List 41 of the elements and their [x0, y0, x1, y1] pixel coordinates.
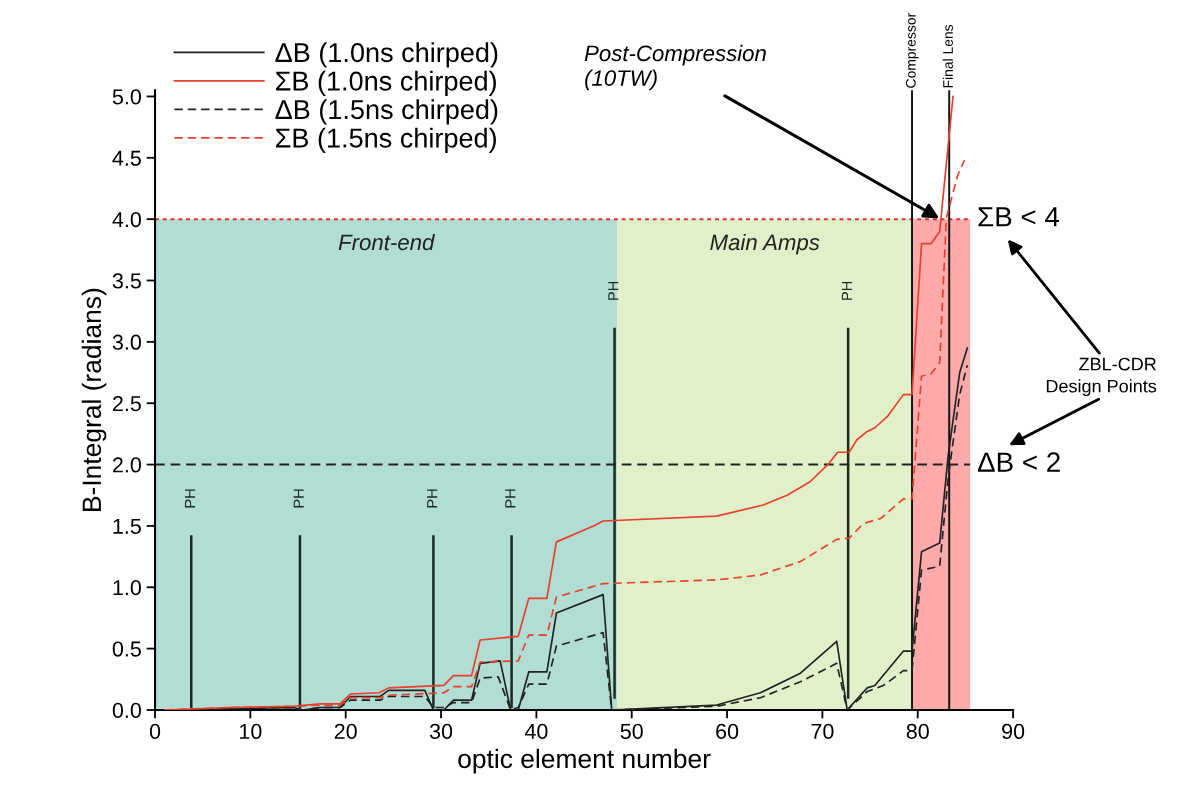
ref-line-label: ΣB < 4 [978, 207, 1060, 227]
band-label: Main Amps [710, 233, 820, 255]
ref-line-label: PH [184, 489, 196, 508]
legend-label: ΔB (1.0ns chirped) [275, 42, 498, 68]
x-tick-label: 30 [429, 723, 453, 739]
y-tick-label: 1.5 [113, 518, 141, 534]
x-tick-label: 10 [240, 723, 262, 739]
y-tick-label: 2.5 [112, 395, 141, 412]
x-tick-label: 20 [334, 723, 357, 739]
ref-line-label: Final Lens [942, 24, 953, 88]
y-tick-label: 0.0 [112, 702, 141, 718]
x-tick-label: 40 [524, 723, 548, 739]
text: ZBL-CDR Design Points [1046, 357, 1157, 397]
x-tick-label: 60 [716, 723, 739, 739]
x-axis-title: optic element number [458, 748, 711, 774]
y-tick-label: 5.0 [112, 89, 141, 105]
ref-line-label: PH [427, 489, 438, 508]
legend-label: ΣB (1.5ns chirped) [276, 127, 496, 154]
x-tick-label: 0 [149, 723, 161, 739]
x-tick-label: 70 [811, 723, 834, 739]
x-tick-label: 50 [620, 723, 643, 739]
ref-line-label: PH [841, 281, 852, 300]
x-tick-label: 80 [906, 723, 929, 739]
y-tick-label: 4.5 [112, 150, 141, 166]
y-tick-label: 3.5 [112, 273, 141, 289]
legend-label: ΣB (1.0ns chirped) [276, 70, 496, 97]
y-tick-label: 0.5 [112, 641, 141, 657]
ref-line-label: Compressor [905, 13, 919, 88]
x-tick-label: 90 [1002, 723, 1025, 739]
y-axis-title: B-Integral (radians) [81, 288, 107, 511]
ref-line-label: PH [505, 489, 516, 508]
ref-line-label: ΔB < 2 [977, 452, 1060, 472]
y-tick-label: 1.0 [113, 580, 141, 596]
ref-line-label: PH [293, 489, 304, 508]
legend-label: ΔB (1.5ns chirped) [275, 99, 498, 125]
y-tick-label: 2.0 [112, 457, 141, 473]
y-tick-label: 4.0 [112, 211, 141, 228]
band-label: Front-end [338, 233, 435, 251]
annotation: Post-Compression (10TW) [584, 44, 766, 91]
ref-line-label: PH [608, 281, 619, 300]
y-tick-label: 3.0 [112, 334, 141, 350]
